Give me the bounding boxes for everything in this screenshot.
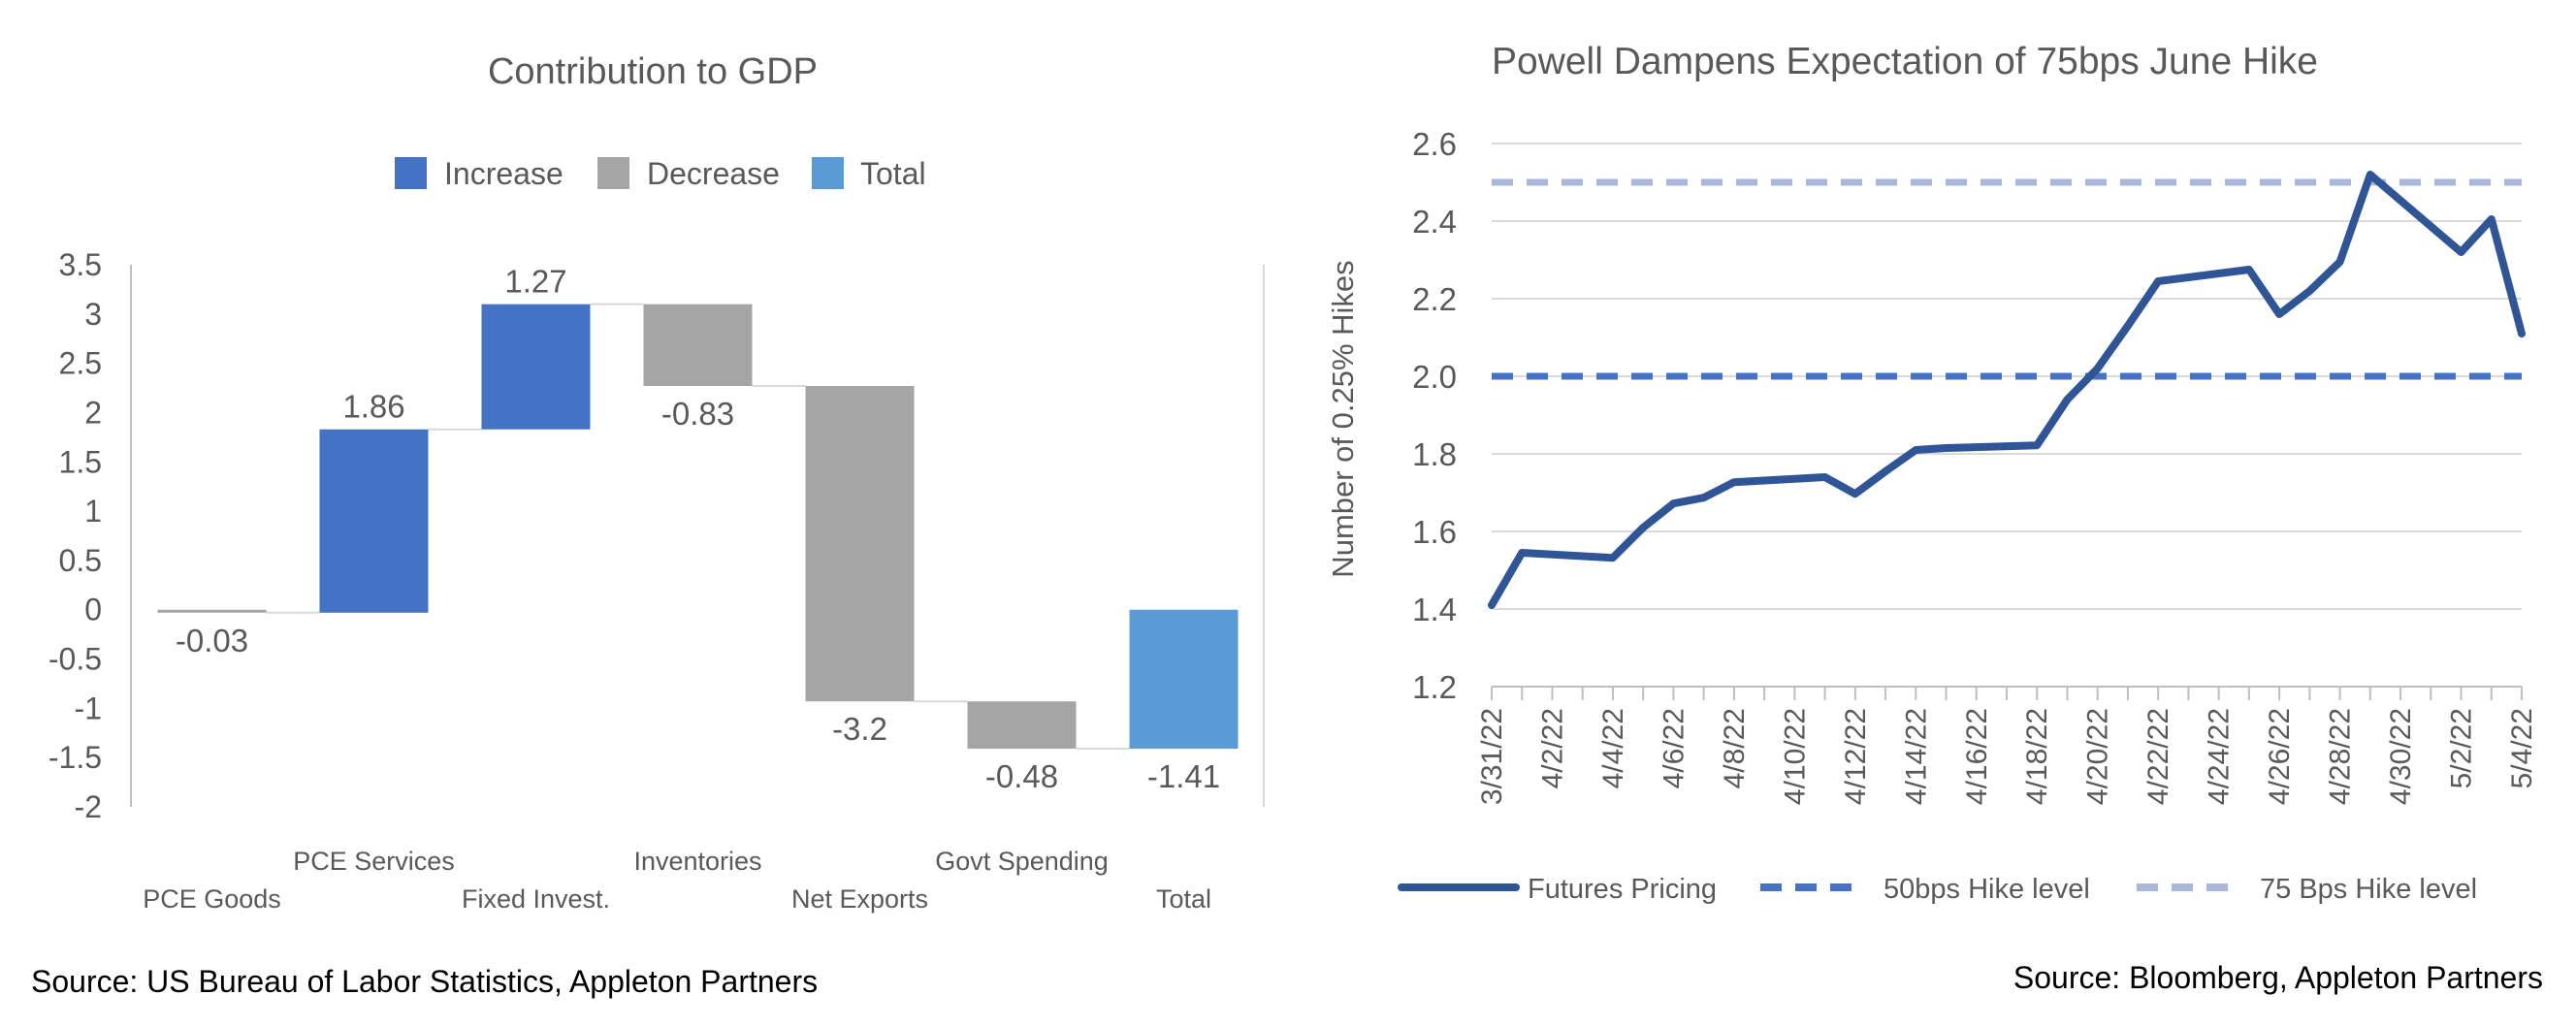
line-chart-x-tick-label: 4/28/22 [2325, 708, 2357, 805]
line-chart-x-tick-label: 5/4/22 [2506, 708, 2538, 788]
line-chart-y-tick-label: 2.4 [1412, 204, 1457, 240]
waterfall-y-tick-label: 3.5 [59, 247, 102, 282]
line-chart-x-tick-label: 3/31/22 [1476, 708, 1508, 805]
waterfall-value-label: 1.86 [342, 389, 404, 425]
waterfall-y-tick-label: -1.5 [48, 740, 102, 775]
legend-label-increase: Increase [444, 156, 564, 191]
line-chart-x-tick-label: 4/10/22 [1779, 708, 1811, 805]
waterfall-bar [319, 429, 429, 613]
line-chart-x-tick-label: 4/26/22 [2264, 708, 2296, 805]
waterfall-value-label: -3.2 [832, 711, 887, 747]
legend-item-increase: Increase [395, 156, 564, 191]
line-series-futures-pricing [1488, 171, 2526, 609]
line-chart-x-tick-label: 5/2/22 [2446, 708, 2478, 788]
waterfall-x-label: Total [1156, 884, 1211, 914]
waterfall-y-tick-label: -0.5 [48, 642, 102, 677]
waterfall-y-tick-label: 1.5 [59, 444, 102, 479]
legend-label-futures-pricing: Futures Pricing [1528, 874, 1717, 905]
waterfall-y-tick-label: 0 [84, 593, 102, 627]
legend-label-75bps: 75 Bps Hike level [2260, 874, 2477, 905]
legend-swatch-increase [395, 157, 427, 189]
waterfall-connectors [266, 303, 1130, 751]
line-chart-legend: Futures Pricing 50bps Hike level 75 Bps … [1398, 874, 2477, 905]
waterfall-value-label: -0.83 [661, 396, 734, 432]
waterfall-value-labels: -0.03 1.86 1.27 -0.83 -3.2 -0.48 -1.41 [176, 264, 1220, 794]
waterfall-value-label: -0.03 [176, 623, 248, 658]
waterfall-bar [1129, 609, 1239, 750]
waterfall-x-label: Fixed Invest. [462, 884, 610, 914]
line-chart-y-tick-label: 1.4 [1412, 592, 1457, 627]
waterfall-x-label: Govt Spending [935, 847, 1109, 876]
line-chart-y-tick-label: 1.2 [1412, 669, 1457, 705]
line-chart-y-axis-label: Number of 0.25% Hikes [1326, 260, 1360, 577]
line-chart-y-tick-label: 1.6 [1412, 514, 1457, 550]
waterfall-chart: Contribution to GDP Increase Decrease To… [48, 51, 1265, 914]
waterfall-value-label: -1.41 [1147, 758, 1220, 794]
waterfall-y-tick-label: -2 [75, 789, 102, 824]
line-chart-x-tick-label: 4/2/22 [1536, 708, 1568, 788]
line-chart-x-tick-label: 4/6/22 [1658, 708, 1690, 788]
waterfall-bar [805, 386, 915, 702]
legend-label-50bps: 50bps Hike level [1884, 874, 2090, 905]
line-chart-y-ticks: 1.2 1.4 1.6 1.8 2.0 2.2 2.4 2.6 [1412, 126, 1457, 705]
line-chart-x-tick-label: 4/8/22 [1719, 708, 1751, 788]
waterfall-x-label: PCE Services [293, 847, 455, 876]
line-chart-x-tick-label: 4/18/22 [2021, 708, 2053, 805]
line-chart-x-tick-label: 4/24/22 [2204, 708, 2236, 805]
line-chart-y-tick-label: 2.0 [1412, 359, 1457, 395]
waterfall-legend: Increase Decrease Total [395, 156, 926, 191]
line-chart-x-tick-label: 4/12/22 [1840, 708, 1872, 805]
waterfall-x-label: PCE Goods [143, 884, 281, 914]
legend-label-decrease: Decrease [647, 156, 780, 191]
waterfall-bar [967, 701, 1077, 750]
waterfall-y-tick-label: 0.5 [59, 543, 102, 578]
waterfall-x-label: Inventories [633, 847, 761, 876]
line-chart-x-tick-label: 4/16/22 [1961, 708, 1993, 805]
legend-item-decrease: Decrease [597, 156, 780, 191]
line-chart-y-tick-label: 1.8 [1412, 436, 1457, 472]
line-chart: Powell Dampens Expectation of 75bps June… [1326, 41, 2538, 905]
waterfall-y-tick-label: 3 [84, 297, 102, 332]
waterfall-y-tick-label: 2 [84, 395, 102, 430]
right-source-note: Source: Bloomberg, Appleton Partners [2012, 960, 2543, 995]
line-chart-x-tick-label: 4/14/22 [1900, 708, 1932, 805]
legend-item-50bps: 50bps Hike level [1760, 874, 2090, 905]
waterfall-y-tick-label: -1 [75, 690, 102, 725]
line-chart-y-tick-label: 2.6 [1412, 126, 1457, 162]
legend-item-futures-pricing: Futures Pricing [1398, 874, 1717, 905]
line-chart-x-tick-label: 4/22/22 [2142, 708, 2174, 805]
waterfall-y-ticks: -2 -1.5 -1 -0.5 0 0.5 1 1.5 2 2.5 3 3.5 [48, 247, 102, 824]
waterfall-bar [481, 304, 591, 430]
line-chart-x-tick-label: 4/4/22 [1597, 708, 1629, 788]
legend-swatch-total [812, 157, 844, 189]
line-chart-x-tick-label: 4/20/22 [2082, 708, 2114, 805]
waterfall-y-tick-label: 2.5 [59, 346, 102, 381]
legend-item-75bps: 75 Bps Hike level [2137, 874, 2477, 905]
legend-item-total: Total [812, 156, 926, 191]
line-chart-series [1488, 171, 2526, 609]
waterfall-chart-title: Contribution to GDP [488, 51, 818, 92]
legend-swatch-decrease [597, 157, 629, 189]
legend-label-total: Total [860, 156, 926, 191]
line-chart-title: Powell Dampens Expectation of 75bps June… [1492, 41, 2318, 82]
waterfall-bar [643, 304, 753, 387]
waterfall-bar [157, 609, 267, 613]
line-chart-x-axis: 3/31/22 4/2/22 4/4/22 4/6/22 4/8/22 4/10/22 4/… [1476, 686, 2538, 805]
waterfall-x-label: Net Exports [791, 884, 928, 914]
waterfall-value-label: 1.27 [504, 264, 566, 300]
waterfall-value-label: -0.48 [985, 758, 1058, 794]
left-source-note: Source: US Bureau of Labor Statistics, A… [31, 964, 819, 999]
line-chart-y-tick-label: 2.2 [1412, 281, 1457, 317]
waterfall-bars [157, 304, 1239, 750]
waterfall-y-tick-label: 1 [84, 494, 102, 529]
line-chart-x-tick-label: 4/30/22 [2385, 708, 2417, 805]
